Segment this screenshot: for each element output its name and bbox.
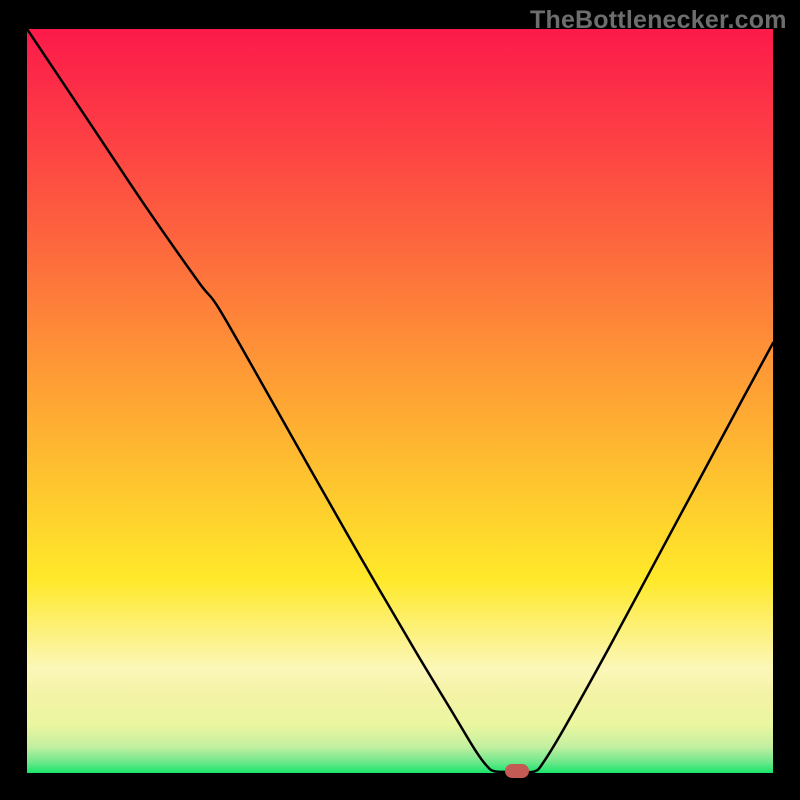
plot-area bbox=[27, 29, 773, 773]
bottleneck-curve bbox=[27, 29, 773, 773]
optimum-marker bbox=[505, 764, 529, 778]
chart-frame: TheBottlenecker.com bbox=[0, 0, 800, 800]
watermark-text: TheBottlenecker.com bbox=[530, 6, 787, 35]
